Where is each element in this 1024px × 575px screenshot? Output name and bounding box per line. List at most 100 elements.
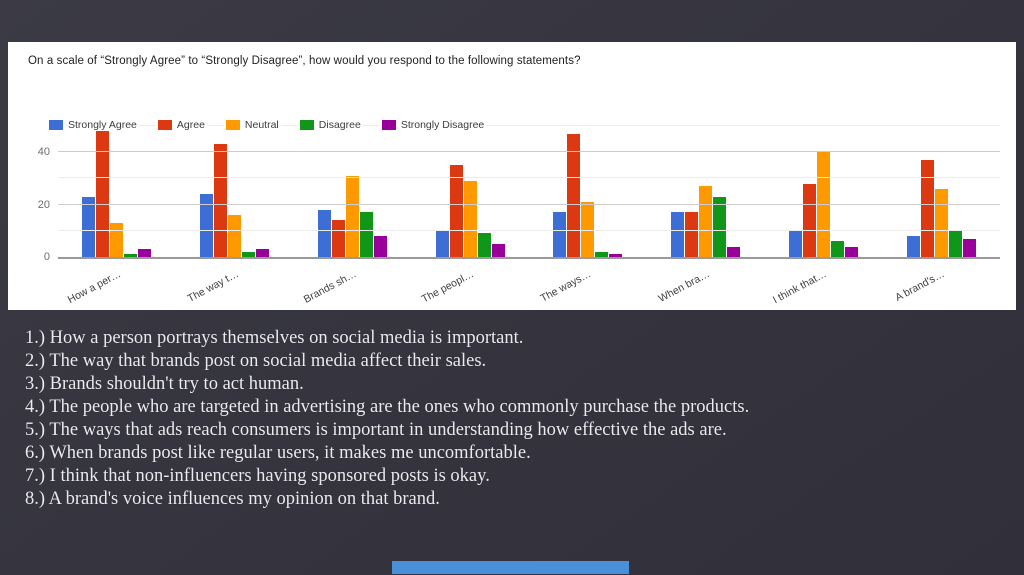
bar-neutral — [581, 201, 595, 257]
gridline-50 — [58, 125, 1000, 126]
bar-disagree — [948, 230, 962, 257]
strongly-agree-swatch-icon — [49, 120, 63, 130]
bar-disagree — [713, 196, 727, 257]
statement-list: 1.) How a person portrays themselves on … — [25, 327, 1005, 511]
legend-item-disagree: Disagree — [297, 119, 363, 131]
bar-strongly-agree — [553, 212, 567, 257]
gridline-40 — [58, 151, 1000, 153]
chart-title: On a scale of “Strongly Agree” to “Stron… — [28, 55, 581, 67]
y-tick-20: 20 — [37, 198, 50, 211]
bar-group-2 — [176, 126, 294, 257]
gridline-20 — [58, 203, 1000, 205]
statement-1: 1.) How a person portrays themselves on … — [25, 328, 524, 348]
statement-3: 3.) Brands shouldn't try to act human. — [25, 374, 304, 394]
x-label-slot-1: How a per… — [58, 259, 176, 306]
bar-agree — [214, 144, 228, 257]
bar-strongly-disagree — [609, 254, 623, 257]
x-label: The way t… — [185, 268, 241, 305]
disagree-swatch-icon — [299, 120, 314, 130]
neutral-swatch-icon — [225, 120, 240, 130]
bar-strongly-disagree — [844, 246, 858, 257]
bar-group-1 — [58, 126, 176, 257]
bar-disagree — [595, 251, 609, 257]
x-label: How a per… — [65, 268, 123, 306]
bar-strongly-disagree — [138, 249, 152, 257]
x-label-slot-6: When bra… — [647, 259, 765, 305]
bar-neutral — [934, 188, 948, 257]
legend-item-neutral: Neutral — [223, 119, 281, 131]
x-label-slot-2: The way t… — [176, 259, 294, 305]
bar-strongly-disagree — [962, 238, 976, 257]
legend-item-strongly-disagree: Strongly Disagree — [379, 119, 487, 131]
bar-disagree — [242, 251, 256, 257]
bar-strongly-agree — [671, 212, 685, 257]
gridline-10 — [58, 229, 1000, 231]
bar-agree — [96, 131, 110, 257]
agree-swatch-icon — [157, 120, 172, 130]
bar-group-3 — [294, 126, 412, 257]
x-label: The peopl… — [419, 268, 476, 306]
bar-strongly-agree — [82, 196, 96, 257]
bar-agree — [685, 212, 699, 257]
x-label: I think that… — [771, 268, 830, 307]
statement-7: 7.) I think that non-influencers having … — [25, 466, 490, 486]
survey-chart-card: On a scale of “Strongly Agree” to “Stron… — [8, 42, 1016, 310]
legend-label: Agree — [176, 119, 205, 131]
y-axis-ticks: 0 20 40 — [22, 126, 50, 263]
statement-6: 6.) When brands post like regular users,… — [25, 443, 531, 463]
bar-neutral — [699, 186, 713, 257]
plot-area — [58, 125, 1000, 259]
bar-strongly-disagree — [256, 249, 270, 257]
bar-agree — [920, 160, 934, 257]
legend-label: Disagree — [318, 119, 361, 131]
bar-neutral — [463, 181, 477, 257]
bar-agree — [567, 133, 581, 257]
bar-strongly-disagree — [491, 243, 505, 257]
bar-strongly-agree — [435, 230, 449, 257]
bar-strongly-disagree — [373, 236, 387, 257]
bar-strongly-agree — [906, 236, 920, 257]
bar-group-7 — [765, 126, 883, 257]
x-label-slot-3: Brands sh… — [294, 259, 412, 306]
bar-neutral — [345, 175, 359, 257]
legend-label: Strongly Agree — [68, 119, 137, 131]
bar-disagree — [830, 241, 844, 257]
bar-disagree — [124, 254, 138, 257]
bar-group-5 — [529, 126, 647, 257]
statement-2: 2.) The way that brands post on social m… — [25, 351, 487, 371]
gridline-30 — [58, 177, 1000, 179]
statement-4: 4.) The people who are targeted in adver… — [25, 397, 750, 417]
x-label: The ways… — [538, 268, 594, 305]
strongly-disagree-swatch-icon — [381, 120, 396, 130]
bar-strongly-disagree — [727, 246, 741, 257]
bar-groups — [58, 126, 1000, 257]
bar-group-8 — [882, 126, 1000, 257]
x-label: A brand's… — [893, 268, 947, 304]
x-axis-labels: How a per… The way t… Brands sh… The peopl…… — [58, 259, 1000, 307]
legend-item-strongly-agree: Strongly Agree — [47, 119, 139, 131]
statement-8: 8.) A brand's voice influences my opinio… — [25, 489, 440, 509]
legend-label: Neutral — [244, 119, 279, 131]
bar-strongly-agree — [317, 209, 331, 257]
bar-agree — [331, 220, 345, 257]
x-label-slot-5: The ways… — [529, 259, 647, 305]
legend-label: Strongly Disagree — [400, 119, 485, 131]
legend-item-agree: Agree — [155, 119, 207, 131]
bottom-accent-bar — [392, 561, 629, 574]
y-tick-0: 0 — [43, 251, 50, 263]
x-label-slot-7: I think that… — [765, 259, 883, 307]
bar-neutral — [228, 215, 242, 257]
x-label: Brands sh… — [301, 268, 359, 306]
bar-agree — [449, 165, 463, 257]
x-label-slot-8: A brand's… — [882, 259, 1000, 304]
bar-group-4 — [411, 126, 529, 257]
y-tick-40: 40 — [37, 146, 50, 159]
bar-neutral — [110, 222, 124, 257]
chart-legend: Strongly Agree Agree Neutral Disagree Strong… — [47, 119, 487, 131]
bar-disagree — [359, 212, 373, 257]
x-label-slot-4: The peopl… — [411, 259, 529, 306]
bar-agree — [802, 183, 816, 257]
bar-disagree — [477, 233, 491, 257]
bar-group-6 — [647, 126, 765, 257]
